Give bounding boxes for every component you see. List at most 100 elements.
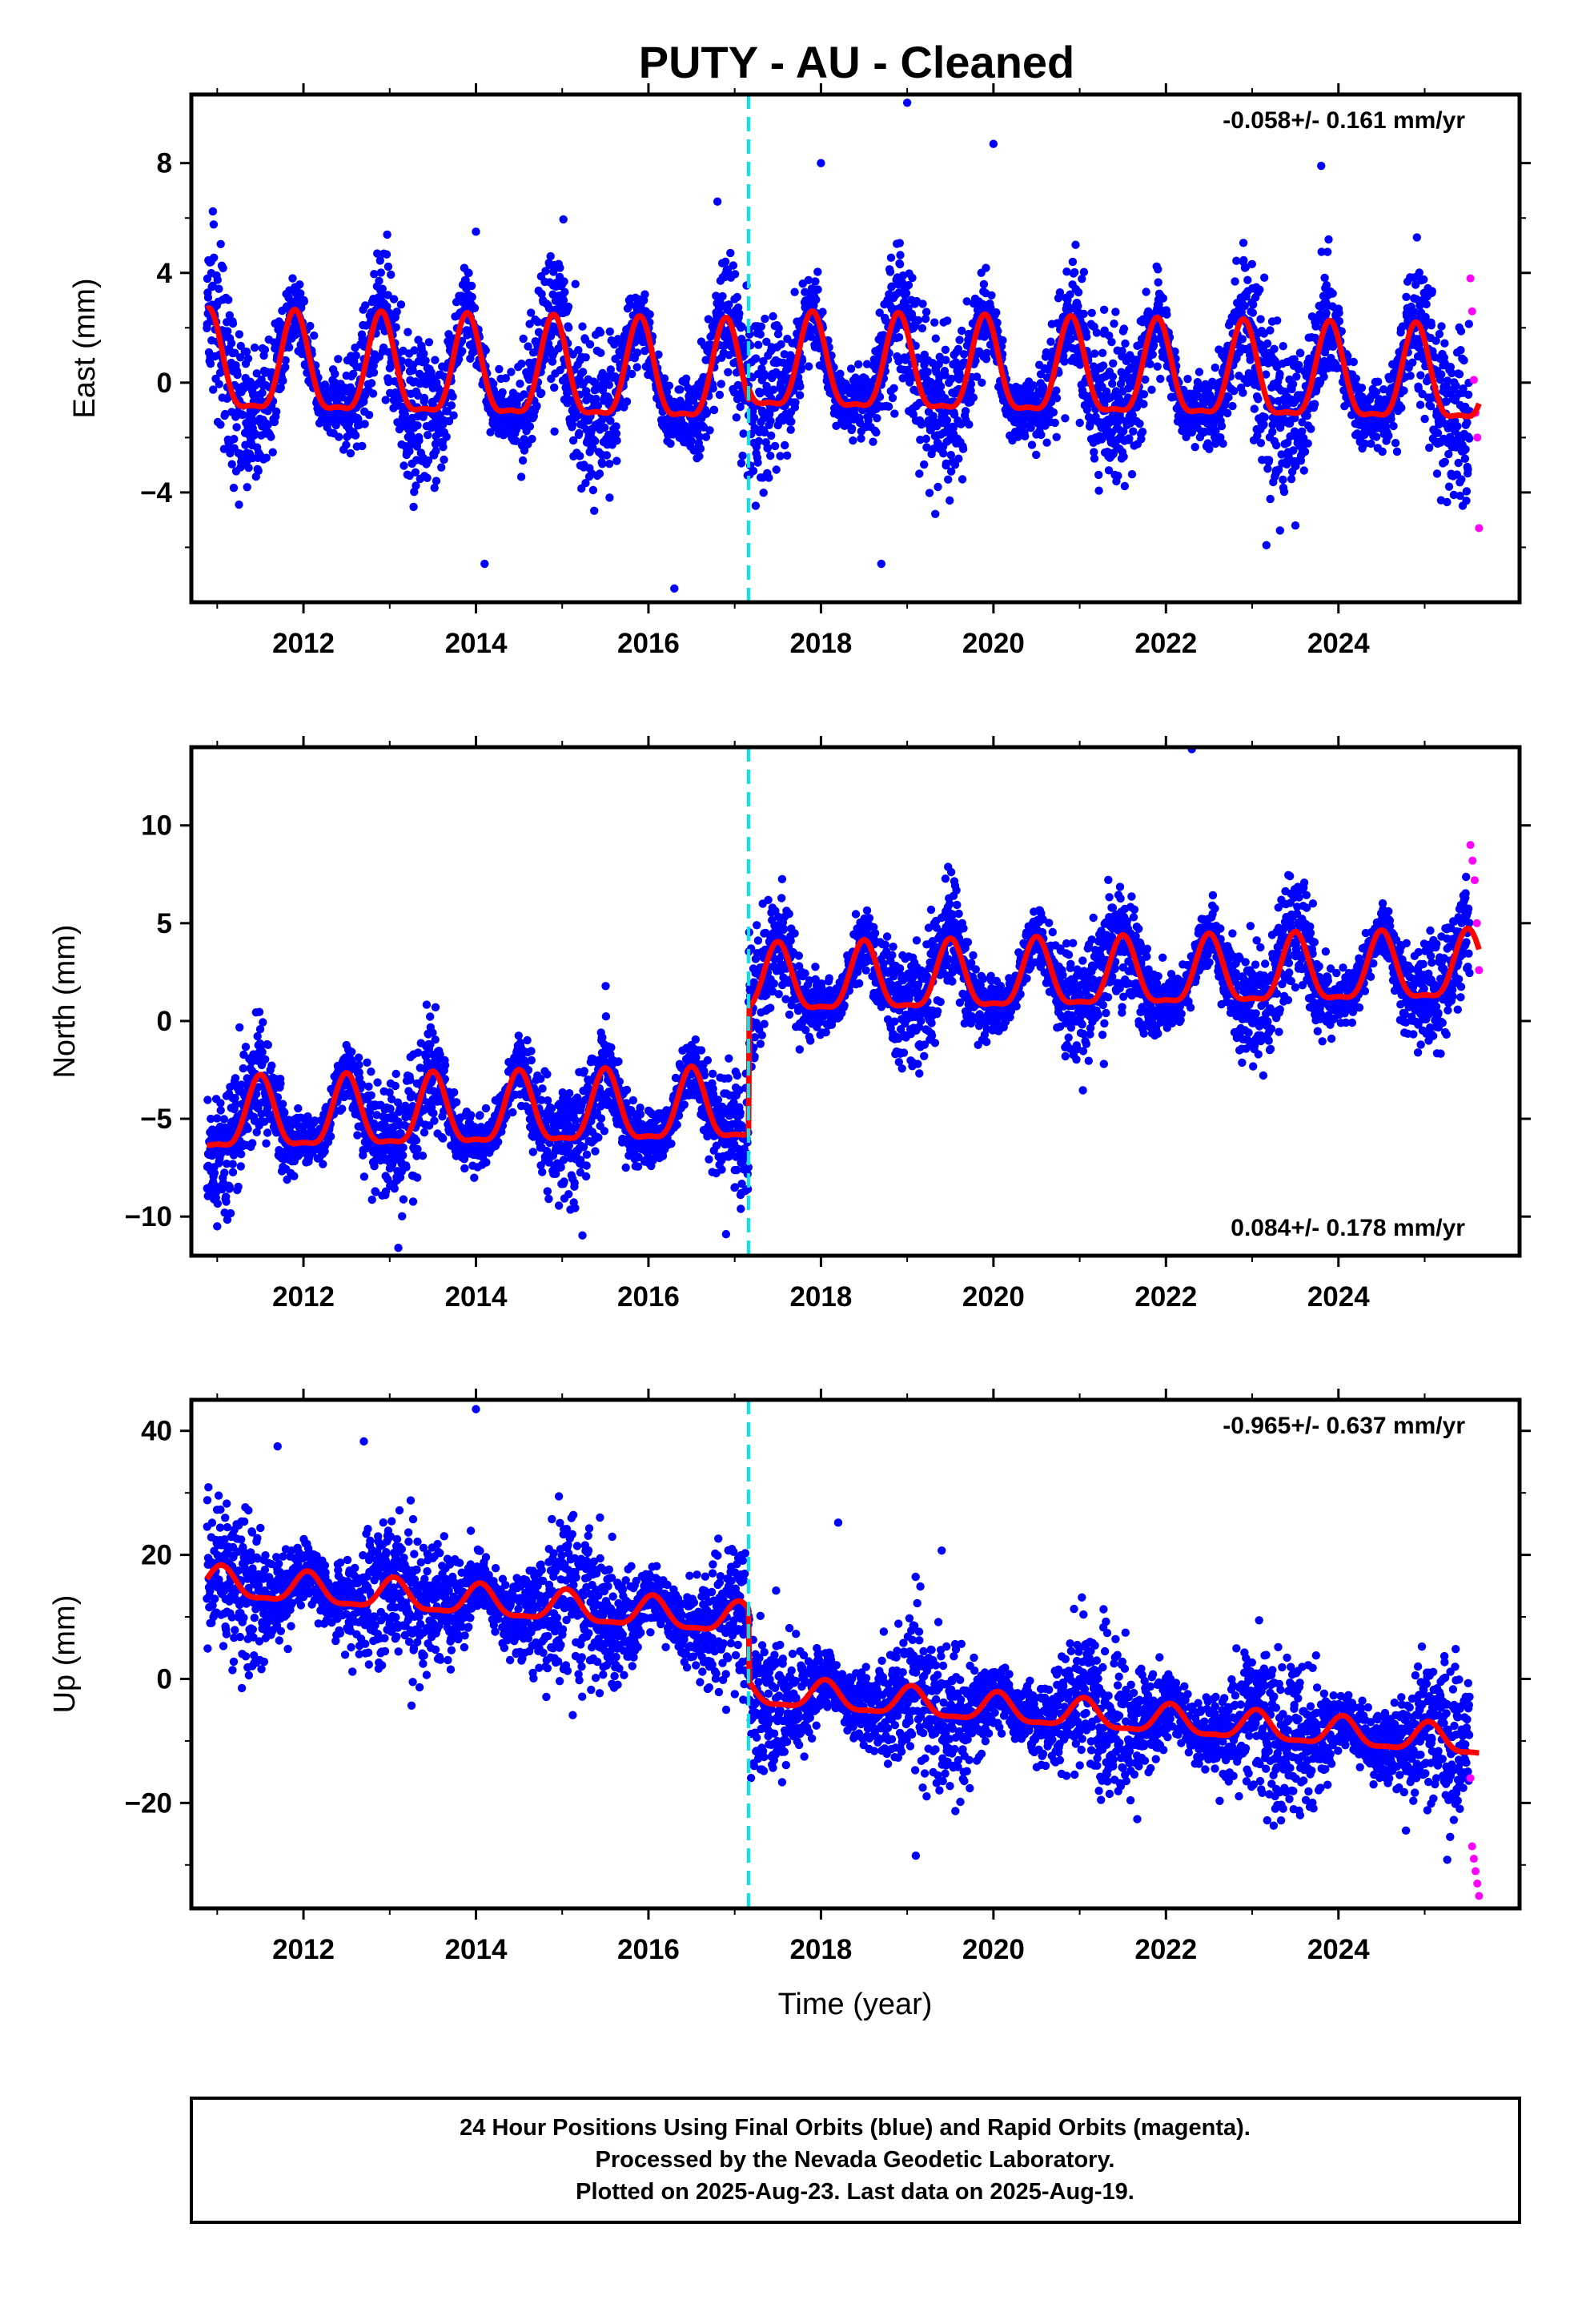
data-point <box>1154 265 1162 274</box>
plot-area <box>203 94 1484 602</box>
data-point <box>929 412 938 420</box>
data-point <box>258 388 267 397</box>
data-point <box>1052 386 1061 395</box>
data-point <box>645 310 654 319</box>
data-point <box>795 391 805 400</box>
data-point <box>219 444 229 453</box>
data-point <box>221 409 230 419</box>
data-point <box>836 369 845 378</box>
data-point <box>1094 486 1103 495</box>
data-point <box>730 270 740 279</box>
data-point <box>596 416 606 426</box>
data-point <box>376 268 385 277</box>
data-point <box>1398 322 1407 331</box>
data-point <box>532 401 541 410</box>
data-point <box>777 340 785 349</box>
data-point <box>921 308 931 316</box>
data-point <box>969 393 978 402</box>
data-point <box>1291 521 1300 530</box>
data-point <box>1408 358 1417 367</box>
data-point <box>377 291 387 300</box>
data-point <box>1090 349 1099 358</box>
data-point <box>1298 427 1307 436</box>
data-point <box>978 378 986 387</box>
data-point <box>306 321 315 331</box>
data-point <box>1360 439 1370 448</box>
data-point <box>751 501 761 510</box>
data-point <box>1052 432 1061 441</box>
data-point <box>1241 263 1251 271</box>
data-point <box>591 436 600 445</box>
data-point <box>1118 347 1126 356</box>
data-point <box>757 322 765 331</box>
data-point <box>1464 434 1474 443</box>
data-point <box>235 501 243 509</box>
data-point <box>243 1124 252 1133</box>
data-point <box>895 239 905 247</box>
data-point <box>1328 289 1337 298</box>
data-point <box>958 444 968 453</box>
data-point <box>1374 377 1383 386</box>
data-point <box>364 410 374 420</box>
data-point <box>1277 450 1286 459</box>
north-panel: 2012 2014 2016 2018 2020 2022 2024−10−50510Nor… <box>48 736 1531 1313</box>
data-point <box>1399 386 1408 395</box>
data-point <box>854 360 863 369</box>
data-point <box>1347 411 1356 420</box>
data-point <box>1217 421 1227 431</box>
data-point <box>943 316 952 325</box>
data-point <box>1351 374 1361 383</box>
data-point <box>1154 278 1162 287</box>
data-point <box>220 1168 229 1177</box>
data-point <box>533 317 542 327</box>
data-point <box>1075 418 1084 428</box>
data-point <box>725 300 733 309</box>
data-point <box>1279 487 1289 497</box>
data-point <box>228 319 238 328</box>
data-point <box>982 348 991 357</box>
data-point <box>1440 457 1450 466</box>
data-point <box>590 506 599 515</box>
data-point <box>1392 447 1402 456</box>
data-point <box>934 482 942 492</box>
data-point <box>640 290 649 299</box>
data-point <box>229 484 239 493</box>
data-point <box>404 328 412 336</box>
data-point <box>519 334 528 344</box>
data-point <box>736 402 745 412</box>
y-tick-label: 8 <box>157 148 172 179</box>
data-point <box>1090 448 1098 456</box>
data-point <box>1259 420 1268 429</box>
data-point <box>272 407 281 416</box>
data-point <box>622 397 632 406</box>
data-point <box>765 473 773 482</box>
data-point <box>1275 369 1284 379</box>
data-point <box>1205 444 1214 453</box>
data-point <box>1247 259 1257 268</box>
data-point <box>1349 357 1359 367</box>
data-point <box>1254 395 1263 404</box>
data-point <box>1444 482 1454 491</box>
data-point <box>548 290 557 299</box>
data-point <box>1384 431 1393 440</box>
data-point <box>578 322 587 331</box>
data-point <box>1074 302 1082 311</box>
data-point <box>524 342 532 351</box>
data-point <box>410 346 419 355</box>
data-point <box>737 335 746 344</box>
data-point <box>766 451 775 460</box>
data-point <box>444 330 453 339</box>
data-point <box>704 315 713 324</box>
data-point <box>896 251 905 259</box>
data-point <box>1378 447 1387 456</box>
data-point <box>873 414 881 423</box>
data-point <box>412 481 420 490</box>
data-point <box>243 354 253 363</box>
data-point <box>351 351 360 360</box>
data-point <box>568 420 577 429</box>
data-point <box>917 420 926 429</box>
data-point <box>375 256 384 265</box>
data-point <box>1147 385 1156 394</box>
data-point <box>718 292 727 301</box>
